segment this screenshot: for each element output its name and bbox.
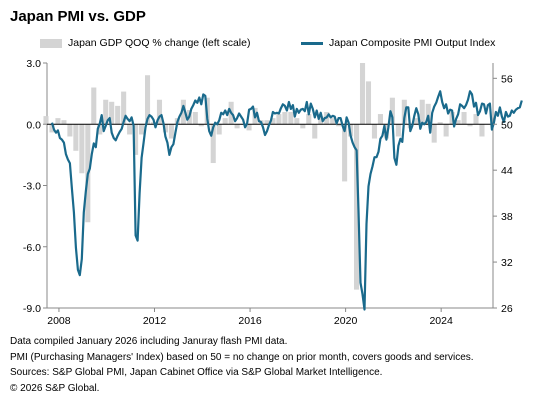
gdp-bar <box>318 116 324 125</box>
gdp-bar <box>479 124 485 137</box>
gdp-bar <box>133 124 139 155</box>
gdp-bar <box>312 124 318 139</box>
gdp-bar <box>419 99 425 125</box>
gdp-bar <box>270 118 276 125</box>
gdp-bar <box>377 114 383 125</box>
right-tick-label: 38 <box>501 211 513 223</box>
legend-label-pmi: Japan Composite PMI Output Index <box>329 37 496 49</box>
chart-title: Japan PMI vs. GDP <box>10 8 146 25</box>
note-line-2: PMI (Purchasing Managers' Index) based o… <box>10 351 474 363</box>
pmi-gdp-chart: 3.0 0.0 -3.0 -6.0 -9.0 56 50 44 38 32 26 2008 2012 20… <box>23 58 523 327</box>
gdp-bar <box>168 124 174 139</box>
x-tick-label: 2016 <box>238 315 262 327</box>
gdp-bar <box>97 124 103 135</box>
gdp-bar <box>282 112 288 125</box>
gdp-bar <box>109 101 115 125</box>
note-line-1: Data compiled January 2026 including Jan… <box>10 336 288 347</box>
gdp-bar <box>73 124 79 151</box>
gdp-bar <box>437 122 443 125</box>
legend-label-gdp: Japan GDP QOQ % change (left scale) <box>68 37 251 49</box>
gdp-bar <box>306 114 312 125</box>
left-tick-label: -6.0 <box>23 242 41 254</box>
gdp-bar <box>383 124 389 139</box>
x-tick-label: 2024 <box>429 315 453 327</box>
chart-notes: Data compiled January 2026 including Jan… <box>10 334 474 396</box>
pmi-line <box>50 90 523 311</box>
legend-item-pmi: Japan Composite PMI Output Index <box>301 37 495 49</box>
right-tick-label: 50 <box>501 119 513 131</box>
gdp-bar <box>389 97 395 125</box>
gdp-bar <box>49 124 55 133</box>
chart-legend: Japan GDP QOQ % change (left scale) Japa… <box>0 37 533 51</box>
right-tick-label: 56 <box>501 73 513 85</box>
right-tick-label: 44 <box>501 165 513 177</box>
x-tick-label: 2008 <box>47 315 71 327</box>
x-tick-label: 2020 <box>334 315 358 327</box>
gdp-bar <box>91 87 97 125</box>
gdp-bar <box>371 124 378 139</box>
gdp-bar <box>395 124 401 137</box>
note-line-4: © 2026 S&P Global. <box>10 382 100 394</box>
gdp-bar <box>264 120 270 125</box>
gdp-bar <box>61 120 67 125</box>
gdp-bar <box>180 99 186 125</box>
gdp-bar <box>413 118 419 125</box>
gdp-bar <box>103 99 109 125</box>
gdp-bar <box>115 105 121 125</box>
gdp-bar <box>473 114 479 125</box>
gdp-bar <box>216 124 222 135</box>
gdp-bar <box>300 124 306 129</box>
gdp-bar <box>222 118 228 125</box>
gdp-bar <box>43 116 49 125</box>
gdp-bar <box>192 112 198 125</box>
left-tick-label: 3.0 <box>26 58 41 70</box>
gdp-bar <box>162 124 168 133</box>
legend-item-gdp: Japan GDP QOQ % change (left scale) <box>40 37 250 49</box>
gdp-bar <box>276 114 282 125</box>
x-tick-label: 2012 <box>143 315 167 327</box>
gdp-bar <box>246 124 252 131</box>
left-tick-label: -3.0 <box>23 181 41 193</box>
gdp-bar <box>156 99 163 125</box>
gdp-bar <box>354 124 360 290</box>
gdp-bar <box>139 124 145 135</box>
gdp-bar <box>198 124 204 127</box>
gdp-bar <box>234 124 240 129</box>
right-tick-label: 26 <box>501 303 513 315</box>
gdp-bar <box>425 103 431 125</box>
gdp-bar <box>431 124 437 143</box>
gdp-bar <box>455 120 461 125</box>
right-tick-label: 32 <box>501 257 513 269</box>
gdp-bar <box>461 112 467 125</box>
legend-swatch-bar <box>40 38 62 48</box>
gdp-bar <box>55 118 61 125</box>
left-tick-label: 0.0 <box>26 119 41 131</box>
gdp-bar <box>330 118 336 125</box>
gdp-bar <box>467 124 473 127</box>
gdp-bar <box>67 124 73 137</box>
gdp-bar <box>294 118 300 125</box>
gdp-bar <box>79 124 85 174</box>
left-tick-label: -9.0 <box>23 303 41 315</box>
gdp-bar <box>359 63 366 125</box>
legend-swatch-line <box>301 41 323 45</box>
gdp-bar <box>336 124 342 127</box>
gdp-bar <box>144 75 151 125</box>
gdp-bar <box>121 91 127 125</box>
gdp-bar <box>365 81 372 125</box>
gdp-bar <box>443 124 449 137</box>
note-line-3: Sources: S&P Global PMI, Japan Cabinet O… <box>10 367 383 378</box>
gdp-bar <box>127 124 133 135</box>
gdp-bar <box>288 112 294 125</box>
gdp-bar <box>210 124 216 164</box>
gdp-bar <box>342 124 348 182</box>
